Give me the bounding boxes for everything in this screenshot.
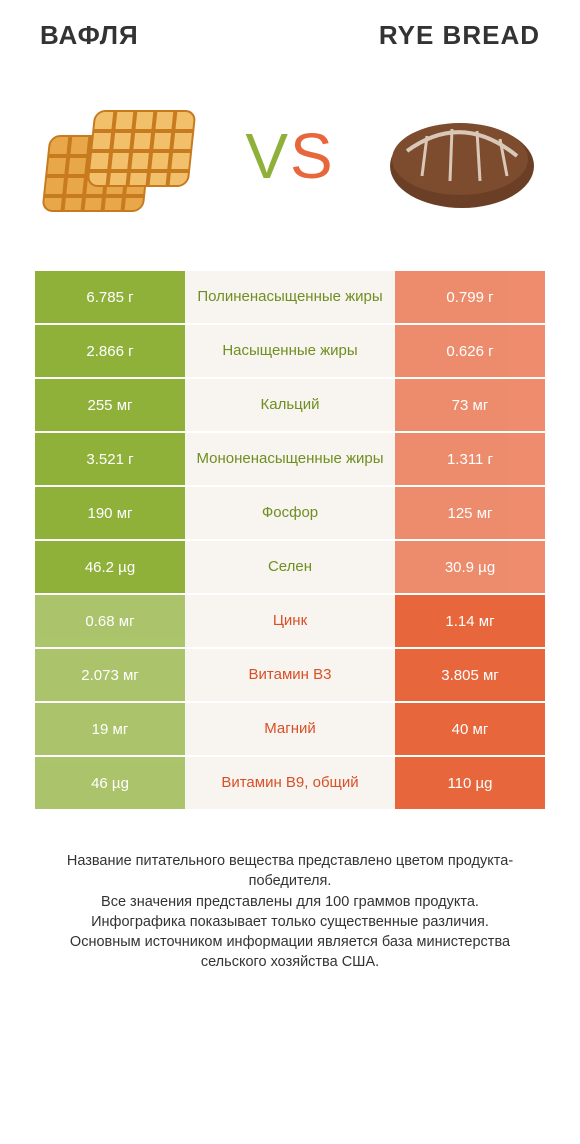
right-value: 0.799 г — [395, 271, 545, 323]
table-row: 6.785 гПолиненасыщенные жиры0.799 г — [35, 271, 545, 323]
vs-label: VS — [245, 119, 334, 193]
footer-line: Название питательного вещества представл… — [36, 851, 544, 892]
right-value: 40 мг — [395, 703, 545, 755]
footer-line: Все значения представлены для 100 граммо… — [36, 892, 544, 912]
vs-v: V — [245, 120, 290, 192]
table-row: 190 мгФосфор125 мг — [35, 487, 545, 539]
right-value: 125 мг — [395, 487, 545, 539]
nutrient-label: Витамин B9, общий — [185, 757, 395, 809]
table-row: 2.073 мгВитамин B33.805 мг — [35, 649, 545, 701]
footer-notes: Название питательного вещества представл… — [0, 851, 580, 973]
nutrient-label: Мононенасыщенные жиры — [185, 433, 395, 485]
right-value: 1.311 г — [395, 433, 545, 485]
left-value: 19 мг — [35, 703, 185, 755]
nutrient-label: Селен — [185, 541, 395, 593]
right-food-title: RYE BREAD — [379, 20, 540, 51]
nutrient-label: Цинк — [185, 595, 395, 647]
left-food-title: ВАФЛЯ — [40, 20, 139, 51]
nutrient-label: Кальций — [185, 379, 395, 431]
table-row: 19 мгМагний40 мг — [35, 703, 545, 755]
left-value: 46 µg — [35, 757, 185, 809]
footer-line: Инфографика показывает только существенн… — [36, 912, 544, 932]
table-row: 3.521 гМононенасыщенные жиры1.311 г — [35, 433, 545, 485]
right-value: 3.805 мг — [395, 649, 545, 701]
nutrient-label: Магний — [185, 703, 395, 755]
left-value: 2.073 мг — [35, 649, 185, 701]
right-value: 0.626 г — [395, 325, 545, 377]
bread-image — [372, 81, 542, 231]
header: ВАФЛЯ RYE BREAD — [0, 0, 580, 61]
left-value: 0.68 мг — [35, 595, 185, 647]
right-value: 73 мг — [395, 379, 545, 431]
left-value: 6.785 г — [35, 271, 185, 323]
vs-s: S — [290, 120, 335, 192]
table-row: 46.2 µgСелен30.9 µg — [35, 541, 545, 593]
right-value: 1.14 мг — [395, 595, 545, 647]
nutrient-label: Полиненасыщенные жиры — [185, 271, 395, 323]
right-value: 110 µg — [395, 757, 545, 809]
table-row: 0.68 мгЦинк1.14 мг — [35, 595, 545, 647]
left-value: 46.2 µg — [35, 541, 185, 593]
nutrient-label: Насыщенные жиры — [185, 325, 395, 377]
table-row: 2.866 гНасыщенные жиры0.626 г — [35, 325, 545, 377]
nutrient-label: Витамин B3 — [185, 649, 395, 701]
left-value: 255 мг — [35, 379, 185, 431]
bread-icon — [372, 81, 542, 231]
table-row: 255 мгКальций73 мг — [35, 379, 545, 431]
left-value: 3.521 г — [35, 433, 185, 485]
left-value: 190 мг — [35, 487, 185, 539]
table-row: 46 µgВитамин B9, общий110 µg — [35, 757, 545, 809]
footer-line: Основным источником информации является … — [36, 932, 544, 973]
right-value: 30.9 µg — [395, 541, 545, 593]
left-value: 2.866 г — [35, 325, 185, 377]
nutrient-table: 6.785 гПолиненасыщенные жиры0.799 г2.866… — [35, 271, 545, 811]
images-row: VS — [0, 61, 580, 271]
waffle-icon — [38, 81, 208, 231]
nutrient-label: Фосфор — [185, 487, 395, 539]
infographic-container: ВАФЛЯ RYE BREAD — [0, 0, 580, 1144]
waffle-image — [38, 81, 208, 231]
